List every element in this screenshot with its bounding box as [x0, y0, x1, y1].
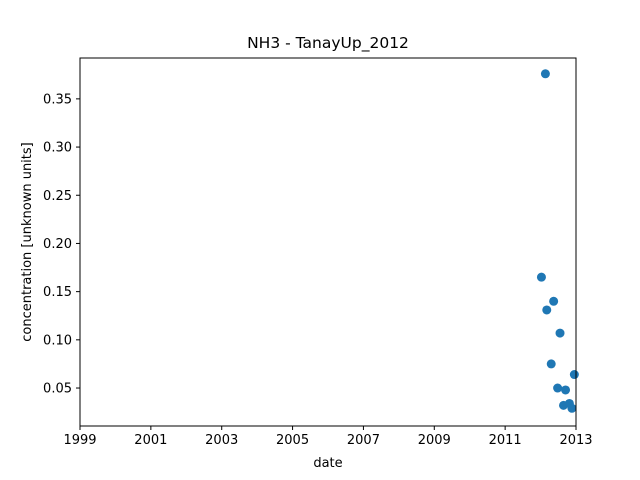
y-tick-label: 0.20 — [43, 237, 72, 252]
x-tick-label: 2009 — [418, 433, 451, 448]
data-point — [536, 272, 546, 282]
x-axis-label: date — [313, 456, 342, 471]
y-axis-label: concentration [unknown units] — [20, 142, 35, 341]
x-tick-label: 2001 — [134, 433, 167, 448]
data-point — [542, 305, 552, 315]
y-tick-label: 0.05 — [43, 382, 72, 397]
chart-title: NH3 - TanayUp_2012 — [247, 34, 409, 53]
plot-frame — [79, 57, 577, 427]
data-points — [536, 69, 579, 413]
x-tick-label: 2011 — [489, 433, 522, 448]
data-point — [569, 370, 579, 380]
x-tick-label: 1999 — [63, 433, 96, 448]
y-tick-label: 0.35 — [43, 92, 72, 107]
data-point — [546, 359, 556, 369]
data-point — [555, 328, 565, 338]
data-point — [561, 385, 571, 395]
y-tick-label: 0.15 — [43, 285, 72, 300]
x-tick-label: 2003 — [205, 433, 238, 448]
x-tick-label: 2013 — [559, 433, 592, 448]
y-axis-ticks: 0.05 0.10 0.15 0.20 0.25 0.30 0.35 — [43, 92, 80, 397]
y-tick-label: 0.30 — [43, 141, 72, 156]
y-tick-label: 0.25 — [43, 189, 72, 204]
x-tick-label: 2007 — [347, 433, 380, 448]
data-point — [553, 383, 563, 393]
data-point — [567, 403, 577, 413]
data-point — [540, 69, 550, 79]
x-axis-ticks: 1999 2001 2003 2005 2007 2009 2011 2013 — [63, 426, 593, 448]
data-point — [549, 296, 559, 306]
x-tick-label: 2005 — [276, 433, 309, 448]
y-tick-label: 0.10 — [43, 333, 72, 348]
